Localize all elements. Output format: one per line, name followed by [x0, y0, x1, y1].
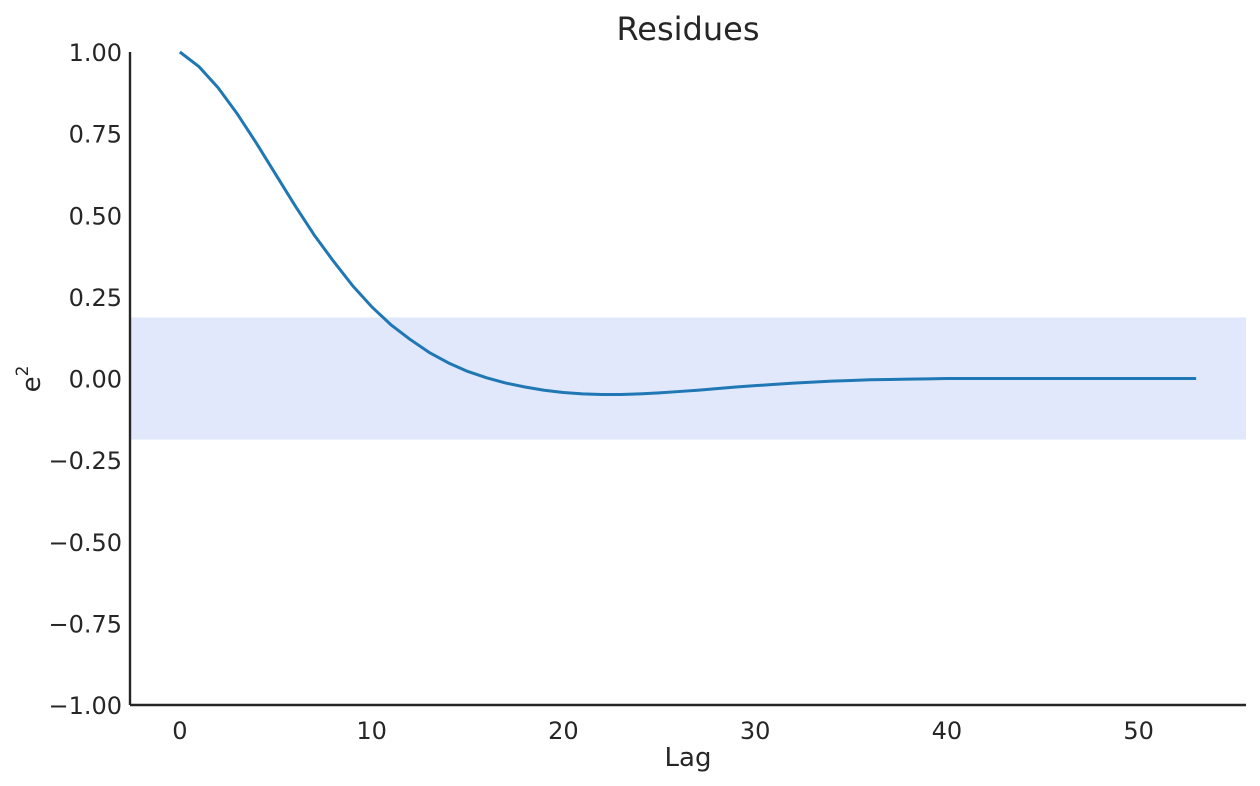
x-axis-label: Lag	[665, 743, 712, 773]
y-axis-label: e2	[13, 366, 47, 393]
y-axis-label-group: e2	[13, 366, 47, 393]
x-tick-label: 0	[172, 717, 187, 745]
chart-title: Residues	[617, 10, 760, 48]
y-tick-label: −0.75	[48, 610, 122, 638]
x-ticks: 0 10 20 30 40 50	[172, 717, 1154, 745]
x-tick-label: 50	[1123, 717, 1154, 745]
y-tick-label: 0.50	[69, 202, 122, 230]
x-tick-label: 30	[740, 717, 771, 745]
x-tick-label: 20	[548, 717, 579, 745]
y-axis-label-superscript: 2	[13, 366, 33, 377]
series-layer	[178, 50, 1197, 396]
y-tick-label: −0.25	[48, 447, 122, 475]
y-tick-label: 0.75	[69, 121, 122, 149]
y-tick-label: 1.00	[69, 39, 122, 67]
x-tick-label: 10	[356, 717, 387, 745]
x-tick-label: 40	[932, 717, 963, 745]
y-tick-label: −1.00	[48, 692, 122, 720]
y-tick-label: 0.00	[69, 366, 122, 394]
y-ticks: 1.00 0.75 0.50 0.25 0.00 −0.25 −0.50 −0.75 −1.00	[48, 39, 122, 720]
series-line-0	[178, 50, 1197, 396]
y-tick-label: 0.25	[69, 284, 122, 312]
y-axis-label-base: e	[17, 376, 47, 392]
y-tick-label: −0.50	[48, 529, 122, 557]
